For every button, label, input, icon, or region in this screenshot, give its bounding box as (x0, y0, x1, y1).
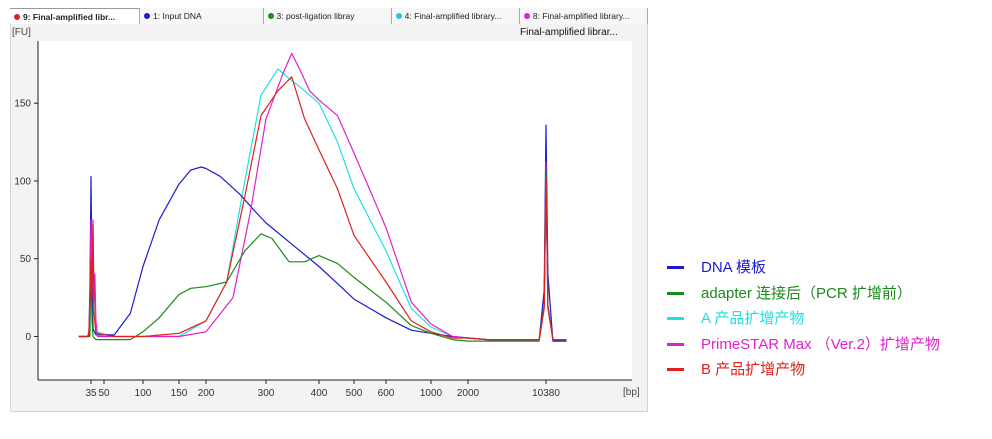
sample-tab-1[interactable]: 9: Final-amplified libr... (10, 8, 141, 24)
x-tick-label: 400 (311, 388, 328, 399)
sample-tab-5[interactable]: 8: Final-amplified library... (519, 8, 649, 24)
sample-tab-label: 1: Input DNA (153, 11, 202, 21)
y-tick-label: 100 (14, 176, 31, 187)
legend-item: B 产品扩增产物 (667, 357, 940, 383)
sample-tab-bar: 9: Final-amplified libr... 1: Input DNA 3:… (10, 8, 649, 24)
legend-swatch-icon (667, 266, 684, 270)
legend-label: PrimeSTAR Max （Ver.2）扩增产物 (701, 335, 940, 353)
sample-tab-3[interactable]: 3: post-ligation libray (263, 8, 392, 24)
sample-tab-2[interactable]: 1: Input DNA (140, 8, 264, 24)
sample-tab-label: 4: Final-amplified library... (404, 11, 502, 21)
y-tick-label: 0 (25, 332, 31, 343)
sample-color-dot-icon (267, 13, 274, 19)
chart-subtitle: Final-amplified librar... (520, 27, 618, 38)
legend-label: B 产品扩增产物 (701, 361, 806, 378)
x-tick-label: 100 (135, 388, 152, 399)
x-tick-label: 1000 (420, 388, 443, 399)
legend-item: DNA 模板 (667, 255, 940, 281)
x-tick-label: 150 (171, 388, 188, 399)
x-tick-label: 50 (98, 388, 110, 399)
legend-label: adapter 连接后（PCR 扩增前） (701, 284, 912, 302)
sample-tab-label: 8: Final-amplified library... (532, 11, 630, 21)
x-tick-label: 10380 (532, 388, 560, 399)
legend-item: adapter 连接后（PCR 扩增前） (667, 281, 940, 307)
legend-swatch-icon (667, 368, 684, 372)
legend-swatch-icon (667, 291, 684, 295)
sample-tab-label: 3: post-ligation libray (276, 11, 355, 21)
sample-color-dot-icon (523, 13, 530, 19)
legend-swatch-icon (667, 342, 684, 346)
x-axis-unit: [bp] (623, 387, 640, 398)
x-tick-label: 200 (198, 388, 215, 399)
sample-color-dot-icon (14, 13, 20, 20)
y-tick-label: 50 (20, 254, 32, 265)
x-tick-label: 300 (258, 388, 275, 399)
legend-label: DNA 模板 (701, 259, 767, 276)
sample-tab-4[interactable]: 4: Final-amplified library... (391, 8, 520, 24)
y-axis-unit: [FU] (12, 27, 31, 38)
legend-label: A 产品扩增产物 (701, 310, 805, 327)
sample-color-dot-icon (395, 13, 402, 19)
y-tick-label: 150 (14, 99, 31, 110)
plot-area (38, 41, 632, 380)
x-tick-label: 600 (378, 388, 395, 399)
sample-color-dot-icon (144, 13, 151, 19)
series-line-2 (78, 169, 567, 342)
x-tick-label: 35 (85, 388, 97, 399)
legend-item: PrimeSTAR Max （Ver.2）扩增产物 (667, 332, 940, 358)
legend-swatch-icon (667, 317, 684, 321)
sample-tab-label: 9: Final-amplified libr... (23, 11, 116, 22)
x-tick-label: 2000 (457, 388, 480, 399)
legend-item: A 产品扩增产物 (667, 306, 940, 332)
x-tick-label: 500 (346, 388, 363, 399)
chart-legend: DNA 模板 adapter 连接后（PCR 扩增前） A 产品扩增产物 PrimeS… (667, 255, 940, 383)
series-line-5 (78, 76, 567, 341)
